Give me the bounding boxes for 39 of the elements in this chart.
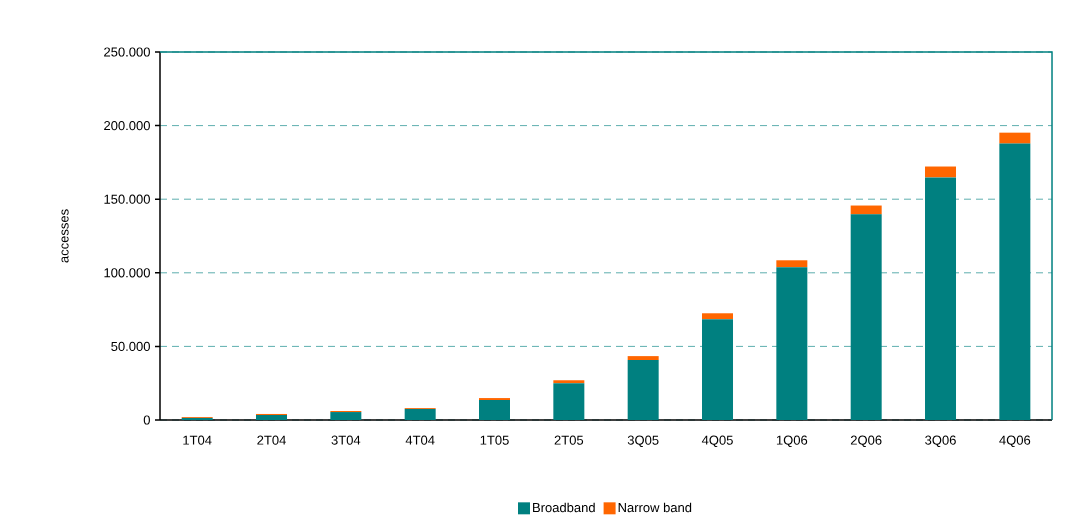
y-tick-label: 0 [143, 415, 150, 425]
x-tick-label: 2Q06 [850, 435, 882, 448]
bar [850, 205, 882, 215]
bar [404, 408, 436, 420]
x-tick-label: 4Q06 [999, 435, 1031, 448]
y-tick-label: 150.000 [104, 194, 150, 204]
x-tick-label: 3T04 [331, 435, 361, 445]
y-tick-label: 250.000 [104, 47, 150, 57]
bar [776, 267, 808, 420]
bar [553, 380, 585, 384]
y-axis-title: accesses [61, 209, 69, 263]
x-tick-label: 1T05 [480, 435, 509, 445]
bar [702, 319, 734, 420]
bar [627, 356, 659, 361]
bar [256, 414, 287, 420]
x-tick-label: 4Q05 [701, 435, 733, 448]
x-tick-label: 4T04 [405, 435, 435, 445]
bar [702, 313, 734, 320]
x-tick-label: 2T04 [257, 435, 286, 445]
y-tick-label: 100.000 [104, 268, 150, 278]
legend-label: Narrow band [618, 502, 692, 513]
legend-label: Broadband [533, 502, 595, 513]
y-tick-label: 200.000 [104, 120, 150, 131]
bar [627, 360, 659, 420]
bar [925, 166, 957, 178]
bar [999, 132, 1031, 144]
x-tick-label: 1T04 [183, 435, 212, 445]
bar [850, 214, 882, 420]
x-tick-label: 3Q05 [627, 435, 659, 448]
bar [479, 399, 510, 420]
y-tick-label: 50.000 [111, 341, 150, 351]
x-tick-label: 3Q06 [925, 435, 956, 448]
bar [553, 383, 585, 420]
x-tick-label: 1Q06 [776, 435, 808, 448]
bar [925, 177, 957, 420]
x-tick-label: 2T05 [554, 435, 584, 445]
bar [776, 260, 808, 268]
bar [330, 412, 362, 420]
bar [999, 143, 1031, 420]
